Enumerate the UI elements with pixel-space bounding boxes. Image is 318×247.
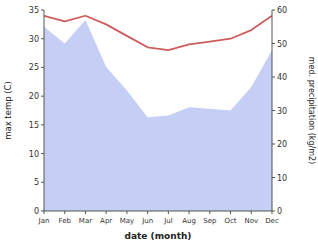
y-tick [41, 96, 44, 97]
x-tick-label: Feb [59, 217, 72, 225]
x-tick [168, 211, 169, 214]
y2-tick-label: 60 [277, 6, 287, 15]
x-tick [126, 211, 127, 214]
y2-tick-label: 0 [277, 207, 282, 216]
chart: JanFebMarAprMayJunJulAugSepOctNovDec0510… [0, 0, 318, 247]
y-axis-line [44, 10, 45, 211]
y-tick-label: 25 [29, 63, 39, 72]
x-tick [64, 211, 65, 214]
y-tick-label: 30 [29, 35, 39, 44]
x-tick [251, 211, 252, 214]
plot-area [44, 16, 272, 211]
x-tick-label: May [120, 217, 134, 225]
x-axis-line [44, 211, 272, 212]
x-tick-label: Nov [244, 217, 258, 225]
x-tick-label: Dec [265, 217, 279, 225]
y-axis-label: max temp (C) [3, 81, 13, 140]
y2-tick [272, 211, 275, 212]
y-tick [41, 38, 44, 39]
y2-tick-label: 20 [277, 140, 287, 149]
x-tick [230, 211, 231, 214]
x-tick-label: Apr [100, 217, 112, 225]
y-tick-label: 35 [29, 6, 39, 15]
y-tick [41, 124, 44, 125]
y-tick [41, 211, 44, 212]
temp-line [44, 16, 272, 50]
y-tick [41, 153, 44, 154]
y2-axis-label: med. precipitation (kg/m2) [307, 57, 316, 164]
y-tick-label: 10 [29, 150, 39, 159]
y-tick-label: 20 [29, 92, 39, 101]
y-tick-label: 0 [34, 207, 39, 216]
y2-tick [272, 144, 275, 145]
x-tick-label: Aug [182, 217, 196, 225]
x-tick [147, 211, 148, 214]
x-tick-label: Sep [203, 217, 217, 225]
x-axis-label: date (month) [125, 231, 192, 241]
x-tick-label: Oct [224, 217, 236, 225]
x-tick [189, 211, 190, 214]
y-tick [41, 182, 44, 183]
x-tick-label: Jun [141, 217, 153, 225]
y2-tick-label: 30 [277, 107, 287, 116]
x-tick [209, 211, 210, 214]
y2-tick [272, 77, 275, 78]
x-tick [106, 211, 107, 214]
y2-tick-label: 10 [277, 174, 287, 183]
y2-tick-label: 50 [277, 40, 287, 49]
y2-tick-label: 40 [277, 73, 287, 82]
x-tick-label: Jan [38, 217, 50, 225]
y-tick [41, 10, 44, 11]
y2-tick [272, 43, 275, 44]
x-tick-label: Mar [79, 217, 92, 225]
y2-tick [272, 10, 275, 11]
x-tick [85, 211, 86, 214]
y2-tick [272, 177, 275, 178]
y-tick-label: 5 [34, 178, 39, 187]
y-tick [41, 67, 44, 68]
x-tick-label: Jul [163, 217, 173, 225]
y2-tick [272, 110, 275, 111]
y-tick-label: 15 [29, 121, 39, 130]
